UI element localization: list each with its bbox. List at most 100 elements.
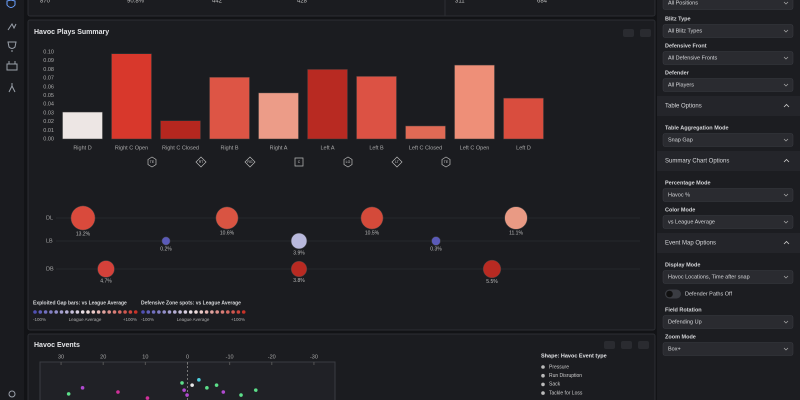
dropdown[interactable] bbox=[662, 0, 794, 10]
zone-spot bbox=[161, 236, 171, 246]
y-tick-label: 0.10 bbox=[43, 49, 54, 55]
event-point bbox=[180, 381, 184, 385]
icon-button[interactable] bbox=[604, 341, 615, 349]
position-icon bbox=[391, 156, 403, 168]
legend-swatch bbox=[96, 310, 101, 314]
dropdown-chevron bbox=[783, 220, 789, 224]
x-tick-label: Right D bbox=[73, 145, 91, 151]
dropdown-value: vs League Average bbox=[668, 219, 715, 225]
x-tick-label: Right B bbox=[220, 145, 238, 151]
x-tick-label: -30 bbox=[310, 354, 318, 360]
legend-swatch bbox=[141, 310, 145, 314]
control-label: Color Mode bbox=[665, 207, 695, 213]
section-chevron bbox=[783, 158, 790, 163]
event-point bbox=[239, 393, 243, 397]
legend-swatch bbox=[43, 310, 48, 314]
legend-glyph bbox=[541, 373, 545, 378]
panel-title: Havoc Plays Summary bbox=[34, 29, 109, 36]
legend-mid: League Average bbox=[69, 317, 102, 322]
zone-spot bbox=[482, 259, 502, 279]
zone-spot bbox=[97, 260, 115, 278]
legend-swatch bbox=[220, 310, 225, 314]
stats-panel bbox=[27, 0, 656, 17]
stat-value: 90.8% bbox=[127, 0, 145, 5]
dropdown[interactable] bbox=[662, 215, 794, 229]
event-point bbox=[205, 386, 209, 390]
nav-icon[interactable] bbox=[7, 23, 17, 31]
legend-title: Shape: Havoc Event type bbox=[541, 353, 607, 359]
legend-swatch bbox=[102, 310, 106, 314]
position-label: LT bbox=[395, 160, 400, 164]
section-title: Event Map Options bbox=[665, 241, 716, 247]
dropdown-value: All Blitz Types bbox=[668, 28, 702, 34]
dropdown[interactable] bbox=[662, 270, 794, 284]
legend-swatch bbox=[118, 310, 122, 314]
legend-swatch bbox=[236, 310, 241, 314]
bar bbox=[111, 53, 152, 140]
dropdown[interactable] bbox=[662, 51, 794, 65]
position-icon bbox=[244, 156, 256, 168]
section-chevron bbox=[783, 240, 790, 245]
legend-swatch bbox=[204, 310, 209, 314]
legend-swatch bbox=[75, 310, 80, 314]
bar bbox=[454, 64, 495, 140]
nav-icon[interactable] bbox=[8, 83, 16, 93]
dropdown-chevron bbox=[783, 320, 789, 324]
dropdown[interactable] bbox=[662, 24, 794, 38]
event-point bbox=[182, 388, 186, 392]
dropdown-chevron bbox=[783, 193, 789, 197]
icon-button[interactable] bbox=[640, 29, 651, 37]
dropdown[interactable] bbox=[662, 133, 794, 147]
legend-swatch bbox=[210, 310, 214, 314]
dropdown[interactable] bbox=[662, 78, 794, 92]
x-tick-label: Right C Closed bbox=[162, 145, 199, 151]
dropdown[interactable] bbox=[662, 188, 794, 202]
legend-mid: League Average bbox=[177, 317, 210, 322]
dropdown-chevron bbox=[783, 1, 789, 5]
x-tick-label: Left A bbox=[320, 145, 334, 151]
nav-icon[interactable] bbox=[7, 41, 17, 52]
dropdown-value: Defending Up bbox=[668, 319, 702, 325]
bar bbox=[209, 76, 250, 140]
spot-label: 4.7% bbox=[100, 279, 112, 285]
event-point bbox=[214, 383, 219, 387]
nav-icon[interactable] bbox=[8, 390, 16, 398]
legend-swatch bbox=[128, 310, 133, 314]
section-header[interactable] bbox=[657, 96, 800, 116]
legend-glyph bbox=[541, 382, 545, 387]
legend-swatch bbox=[183, 310, 188, 314]
icon-button[interactable] bbox=[621, 341, 632, 349]
section-title: Table Options bbox=[665, 104, 702, 110]
position-label: TE bbox=[444, 160, 449, 164]
section-header[interactable] bbox=[657, 151, 800, 171]
legend-swatch bbox=[188, 310, 193, 314]
bar bbox=[405, 125, 446, 140]
event-point bbox=[66, 392, 71, 396]
y-tick-label: 0.03 bbox=[43, 110, 54, 116]
legend-item: Run Disruption bbox=[549, 373, 582, 379]
x-tick-label: 0 bbox=[186, 354, 189, 360]
dropdown-value: All Players bbox=[668, 82, 694, 88]
y-tick-label: 0.02 bbox=[43, 119, 54, 125]
legend-item: Pressure bbox=[549, 364, 569, 370]
nav-icon[interactable] bbox=[6, 0, 16, 8]
x-tick-label: 20 bbox=[100, 354, 106, 360]
y-tick-label: 0.09 bbox=[43, 58, 54, 64]
icon-button[interactable] bbox=[638, 341, 649, 349]
x-tick-label: -20 bbox=[268, 354, 276, 360]
nav-icon[interactable] bbox=[6, 61, 18, 71]
section-chevron bbox=[783, 103, 790, 108]
x-tick-label: Right A bbox=[270, 145, 288, 151]
legend-swatch bbox=[162, 310, 166, 314]
dropdown[interactable] bbox=[662, 342, 794, 356]
bar bbox=[356, 76, 397, 140]
section-header[interactable] bbox=[657, 233, 800, 253]
dropdown[interactable] bbox=[662, 315, 794, 329]
icon-button[interactable] bbox=[623, 29, 634, 37]
bar bbox=[160, 120, 201, 140]
zone-spot bbox=[431, 236, 441, 246]
y-tick-label: 0.08 bbox=[43, 67, 54, 73]
nav-bar bbox=[0, 0, 24, 400]
